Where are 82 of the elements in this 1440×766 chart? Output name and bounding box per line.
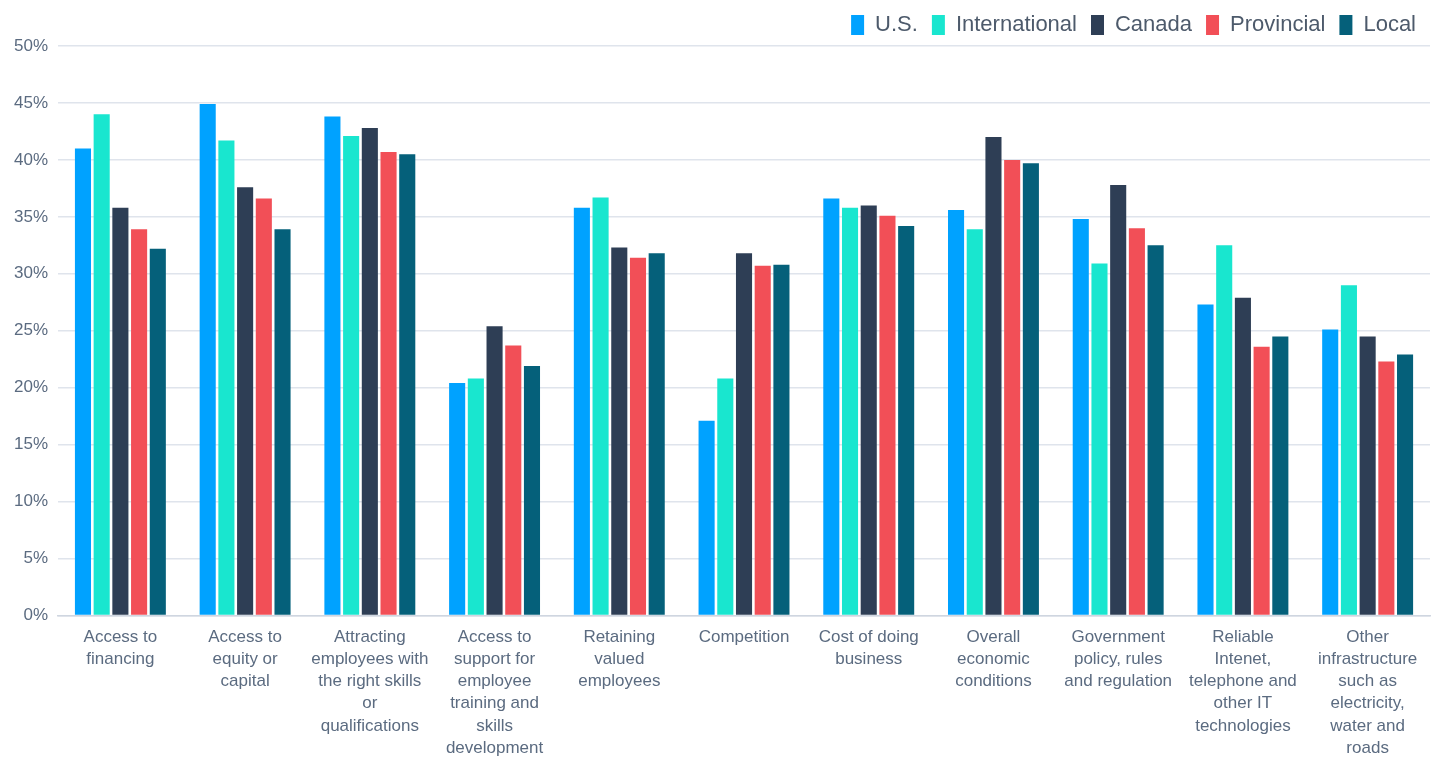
- x-tick-label: Government policy, rules and regulation: [1064, 627, 1173, 691]
- legend-label: Local: [1363, 11, 1416, 37]
- bar: [1128, 228, 1145, 615]
- y-tick-label: 20%: [13, 377, 49, 397]
- bar: [380, 151, 397, 615]
- bar: [1072, 219, 1089, 615]
- bar: [237, 187, 254, 615]
- y-tick-label: 15%: [13, 434, 49, 454]
- bar: [74, 148, 92, 615]
- bar: [648, 253, 665, 615]
- y-tick-label: 25%: [13, 320, 49, 340]
- bar: [274, 229, 291, 615]
- bar: [399, 154, 416, 615]
- x-tick-label: Competition: [698, 627, 790, 647]
- bar: [1216, 245, 1233, 615]
- bar: [1110, 184, 1127, 615]
- bar: [131, 229, 148, 615]
- bar: [361, 127, 378, 615]
- bar: [1022, 163, 1039, 615]
- bar: [199, 104, 216, 615]
- bar: [860, 205, 877, 615]
- x-tick-label: Other infrastructure such as electricity, water and roads: [1318, 627, 1418, 757]
- bar: [218, 140, 235, 615]
- bar: [1091, 263, 1108, 615]
- bar: [754, 265, 771, 615]
- y-tick-label: 35%: [13, 206, 49, 226]
- bar: [611, 247, 628, 615]
- bar: [1147, 245, 1164, 615]
- bar: [1340, 285, 1357, 615]
- bar: [1234, 297, 1251, 615]
- y-tick-label: 0%: [23, 605, 49, 625]
- x-tick-label: Access to financing: [83, 627, 158, 669]
- bar: [449, 383, 466, 615]
- legend-label: International: [955, 11, 1077, 37]
- y-tick-label: 5%: [23, 548, 49, 568]
- x-tick-label: Access to support for employee training and skills development: [445, 627, 544, 757]
- bar: [717, 378, 734, 615]
- x-tick-label: Reliable Intenet, telephone and other IT technologies: [1189, 627, 1297, 735]
- bar: [523, 366, 541, 615]
- bar: [698, 420, 715, 615]
- x-tick-label: Cost of doing business: [818, 627, 919, 669]
- y-tick-label: 30%: [13, 263, 49, 283]
- bar: [255, 198, 272, 615]
- bar: [343, 135, 360, 615]
- bar: [735, 253, 753, 615]
- bar: [324, 116, 341, 615]
- bar: [1378, 361, 1395, 615]
- bar: [1359, 336, 1376, 615]
- bar: [573, 207, 590, 615]
- bar: [486, 326, 503, 615]
- bar: [879, 215, 896, 615]
- bar: [505, 345, 522, 615]
- bar: [467, 378, 484, 615]
- bar: [898, 225, 915, 615]
- y-tick-label: 50%: [13, 35, 49, 55]
- x-tick-label: Overall economic conditions: [955, 627, 1032, 691]
- y-tick-label: 10%: [13, 491, 49, 511]
- bar: [1272, 336, 1289, 615]
- y-tick-label: 40%: [13, 149, 49, 169]
- bar: [823, 198, 840, 615]
- bar: [112, 207, 129, 615]
- bar: [93, 114, 110, 615]
- bar: [841, 207, 859, 615]
- legend-label: Provincial: [1230, 11, 1326, 37]
- bar: [1397, 354, 1414, 615]
- bar: [1004, 159, 1021, 615]
- bar: [985, 137, 1002, 615]
- bar: [1322, 329, 1339, 615]
- bar: [149, 248, 166, 615]
- legend-label: Canada: [1114, 11, 1193, 37]
- bar: [1197, 304, 1214, 615]
- y-tick-label: 45%: [13, 92, 49, 112]
- bar: [966, 229, 983, 615]
- bar: [1253, 346, 1270, 615]
- bar: [948, 209, 965, 615]
- legend-label: U.S.: [875, 11, 918, 37]
- bar: [773, 264, 790, 615]
- x-tick-label: Access to equity or capital: [208, 627, 282, 691]
- bar: [592, 197, 609, 615]
- x-tick-label: Retaining valued employees: [578, 627, 661, 691]
- bar: [629, 257, 647, 615]
- x-tick-label: Attracting employees with the right skills or qualifications: [311, 627, 429, 735]
